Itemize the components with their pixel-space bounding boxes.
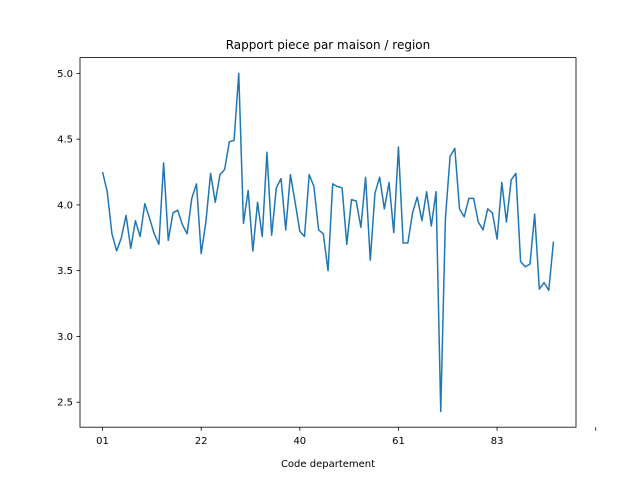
chart-title: Rapport piece par maison / region bbox=[226, 38, 431, 52]
x-axis: 01 22 40 61 83 bbox=[96, 427, 597, 447]
y-tick-label: 3.5 bbox=[57, 266, 73, 277]
x-tick-label: 01 bbox=[96, 436, 109, 447]
plot-frame bbox=[79, 57, 577, 428]
plot-area bbox=[101, 72, 555, 413]
x-tick-label: 40 bbox=[293, 436, 306, 447]
y-tick-label: 4.0 bbox=[57, 200, 73, 211]
x-tick-label: 83 bbox=[491, 436, 504, 447]
series-line bbox=[101, 72, 555, 413]
x-axis-label: Code departement bbox=[281, 459, 375, 470]
y-tick-label: 5.0 bbox=[57, 69, 73, 80]
x-tick-label: 22 bbox=[195, 436, 208, 447]
x-tick-label: 61 bbox=[392, 436, 405, 447]
y-axis: 2.5 3.0 3.5 4.0 4.5 5.0 bbox=[57, 69, 80, 409]
y-tick-label: 4.5 bbox=[57, 135, 73, 146]
y-tick-label: 2.5 bbox=[57, 398, 73, 409]
y-tick-label: 3.0 bbox=[57, 332, 73, 343]
